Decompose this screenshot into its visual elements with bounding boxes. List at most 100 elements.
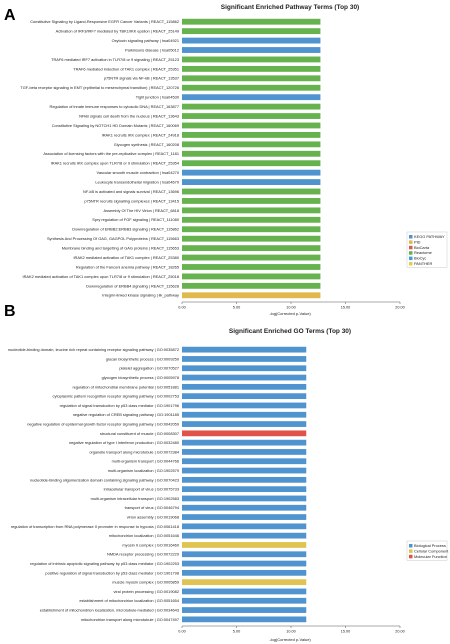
bar xyxy=(182,402,307,409)
bar xyxy=(182,65,321,72)
x-tick-label: 10.00 xyxy=(286,306,296,310)
bar xyxy=(182,476,307,483)
category-label: Activation of IRF3/IRF7 mediated by TBK1… xyxy=(56,29,179,34)
bar xyxy=(182,532,307,539)
bar xyxy=(182,282,321,289)
bar xyxy=(182,188,321,195)
bar xyxy=(182,18,321,25)
category-label: glycogen biosynthetic process | GO:00059… xyxy=(102,375,179,380)
category-label: glucan biosynthetic process | GO:0009250 xyxy=(106,356,180,361)
category-label: Constitutive Signaling by Ligand-Respons… xyxy=(30,19,179,24)
panel-a-title: Significant Enriched Pathway Terms (Top … xyxy=(221,4,359,11)
bar xyxy=(182,28,321,35)
category-label: cytoplasmic pattern recognition receptor… xyxy=(53,394,179,399)
category-label: Assembly Of The HIV Virion | REACT_6818 xyxy=(104,208,179,213)
category-label: negative regulation of CREB signaling pa… xyxy=(73,412,179,417)
bar xyxy=(182,264,321,270)
category-label: regulation of intrinsic apoptotic signal… xyxy=(30,561,179,566)
bar xyxy=(182,449,307,455)
bar xyxy=(182,616,307,623)
panel-a-x-axis-label: -log(Corrected p-Value) xyxy=(269,311,311,316)
legend-entry: Reactome xyxy=(414,250,432,255)
x-tick-label: 5.00 xyxy=(233,306,240,310)
legend-swatch xyxy=(409,251,413,255)
bar xyxy=(182,467,307,474)
category-label: NFkB signals cell death from the nucleus… xyxy=(79,113,179,118)
bar xyxy=(182,179,321,186)
legend-box xyxy=(406,231,448,268)
category-label: multi-organism transport | GO:0044766 xyxy=(112,459,179,464)
category-label: Regulation of the Fanconi anemia pathway… xyxy=(76,264,179,269)
category-label: negative regulation of epidermal growth … xyxy=(27,421,179,426)
legend-swatch xyxy=(409,544,413,548)
bar xyxy=(182,131,321,138)
legend-swatch xyxy=(409,554,413,559)
bar xyxy=(182,579,307,586)
panel-b-label: B xyxy=(4,303,16,320)
bar xyxy=(182,160,321,167)
category-label: Leukocyte transendothelial migration | h… xyxy=(95,179,179,184)
bar xyxy=(182,514,307,520)
x-tick-label: 15.00 xyxy=(341,306,351,310)
panel-a-x-axis: 0.00 5.00 10.00 15.00 20.00 xyxy=(178,301,405,310)
category-label: Tight junction | hsa04530 xyxy=(136,95,180,100)
bar xyxy=(182,365,307,372)
category-label: establishment of mitochondrion localizat… xyxy=(79,598,179,603)
bar xyxy=(182,560,307,567)
bar xyxy=(182,542,307,548)
bar xyxy=(182,94,321,101)
x-tick-label: 10.00 xyxy=(286,630,296,634)
category-label: organelle transport along microtubule | … xyxy=(89,449,180,454)
category-label: intracellular transport of virus | GO:00… xyxy=(104,487,179,492)
panel-a-label: A xyxy=(4,7,16,24)
bar xyxy=(182,495,307,502)
legend-swatch xyxy=(409,262,413,266)
category-label: TRAF6 mediated IRF7 activation in TLR7/8… xyxy=(51,57,179,62)
bar xyxy=(182,588,307,595)
legend-swatch xyxy=(409,256,413,261)
bar xyxy=(182,75,321,82)
legend-box xyxy=(406,540,448,561)
category-label: regulation of mitochondrial membrane pot… xyxy=(72,384,179,389)
bar xyxy=(182,346,307,353)
category-label: mitochondrion transport along microtubul… xyxy=(81,617,179,622)
panel-a-bars: Constitutive Signaling by Ligand-Respons… xyxy=(20,18,321,299)
panel-b-title: Significant Enriched GO Terms (Top 30) xyxy=(229,328,351,335)
panel-b-x-axis-label: -log(Corrected p-Value) xyxy=(269,637,311,642)
legend-entry: BioCarta xyxy=(414,245,430,250)
bar xyxy=(182,421,307,427)
bar xyxy=(182,122,321,129)
bar xyxy=(182,56,321,63)
panel-a: A Significant Enriched Pathway Terms (To… xyxy=(4,4,448,316)
bar xyxy=(182,411,307,418)
bar xyxy=(182,103,321,110)
category-label: platelet aggregation | GO:0070527 xyxy=(119,366,179,371)
category-label: nucleotide-binding domain, leucine rich … xyxy=(8,347,179,352)
category-label: mitochondrion localization | GO:0051646 xyxy=(109,533,179,538)
panel-b-x-axis: 0.00 5.00 10.00 15.00 20.00 xyxy=(178,625,405,634)
category-label: Regulation of innate immune responses to… xyxy=(50,104,179,109)
legend-entry: Biological Process xyxy=(414,543,446,548)
bar xyxy=(182,393,307,400)
bar xyxy=(182,84,321,91)
bar xyxy=(182,245,321,252)
bar xyxy=(182,439,307,446)
category-label: muscle myosin complex | GO:0005859 xyxy=(112,580,179,585)
bar xyxy=(182,226,321,233)
legend-entry: Molecular Function xyxy=(414,554,447,559)
category-label: multi-organism intracellular transport |… xyxy=(91,496,179,501)
category-label: multi-organism localization | GO:1902579 xyxy=(108,468,179,473)
bar xyxy=(182,169,321,176)
category-label: p75NTR recruits signalling complexes | R… xyxy=(84,198,179,203)
bar xyxy=(182,235,321,242)
category-label: viral protein processing | GO:0019082 xyxy=(114,589,179,594)
panel-b-bars: nucleotide-binding domain, leucine rich … xyxy=(8,346,307,623)
category-label: TRAF6 mediated induction of TAK1 complex… xyxy=(73,66,179,71)
legend-entry: BioCyc xyxy=(414,256,426,261)
category-label: NMDA receptor processing | GO:0072229 xyxy=(107,552,179,557)
legend-entry: Cellular Component xyxy=(414,548,449,553)
bar xyxy=(182,551,307,558)
category-label: NF-kB is activated and signals survival … xyxy=(83,189,179,194)
